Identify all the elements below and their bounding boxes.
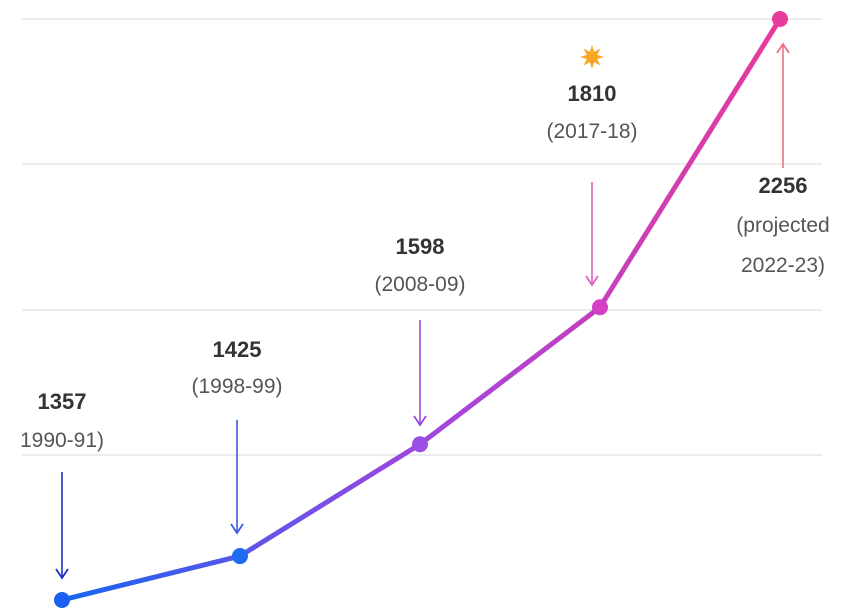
data-label: 1357	[38, 389, 87, 414]
annotation: 1357 1990-91)	[20, 389, 104, 578]
data-label: 1598	[396, 234, 445, 259]
data-label: 1810	[568, 81, 617, 106]
period-label: 1990-91)	[20, 429, 104, 452]
period-label: (2017-18)	[546, 120, 637, 143]
data-label: 1425	[213, 337, 262, 362]
annotation: 2256 (projected 2022-23)	[736, 44, 829, 277]
annotation: 1425 (1998-99)	[191, 337, 282, 533]
data-point	[772, 11, 788, 27]
data-point	[232, 548, 248, 564]
data-point	[54, 592, 70, 608]
data-point	[592, 299, 608, 315]
data-point	[412, 436, 428, 452]
annotation: 1598 (2008-09)	[374, 234, 465, 425]
period-label: (2008-09)	[374, 273, 465, 296]
star-icon	[580, 45, 604, 69]
period-label: (projected	[736, 214, 829, 237]
period-label: 2022-23)	[741, 254, 825, 277]
data-label: 2256	[759, 173, 808, 198]
period-label: (1998-99)	[191, 375, 282, 398]
